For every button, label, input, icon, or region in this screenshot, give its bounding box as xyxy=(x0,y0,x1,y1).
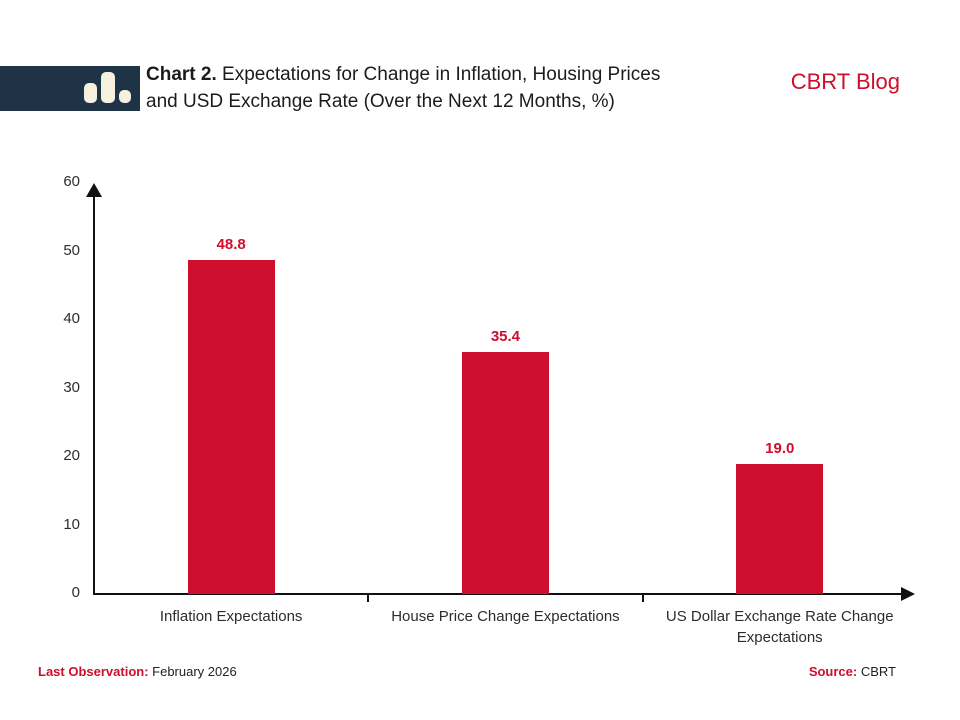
y-axis-tick-label: 50 xyxy=(63,241,80,259)
bar-chart-icon xyxy=(119,90,131,103)
brand-text: CBRT Blog xyxy=(790,69,900,94)
y-axis-tick-label: 0 xyxy=(71,584,80,601)
y-axis-tick-label: 10 xyxy=(63,515,80,533)
y-axis-tick-label: 40 xyxy=(63,310,80,327)
bar-chart-icon xyxy=(84,83,97,103)
source-note: Source: CBRT xyxy=(809,664,896,679)
last-observation-value: February 2026 xyxy=(152,664,237,679)
bar xyxy=(736,463,824,594)
y-axis-arrow-icon xyxy=(86,183,102,197)
y-axis-line xyxy=(93,195,95,594)
category-label: House Price Change Expectations xyxy=(391,608,620,625)
source-value: CBRT xyxy=(860,664,896,679)
bar-value-label: 35.4 xyxy=(490,327,521,345)
bar-chart-icon xyxy=(101,72,115,103)
category-label: Inflation Expectations xyxy=(159,608,303,625)
bar xyxy=(461,351,549,594)
page-title-line2: and USD Exchange Rate (Over the Next 12 … xyxy=(146,91,615,112)
cbrt-logo xyxy=(0,66,140,111)
last-observation-label: Last Observation: xyxy=(38,664,149,679)
x-axis-tick xyxy=(367,594,370,602)
page-title-rest: Expectations for Change in Inflation, Ho… xyxy=(216,64,661,85)
x-axis-line xyxy=(93,593,903,595)
category-label: US Dollar Exchange Rate Change Expectati… xyxy=(665,608,894,646)
bar xyxy=(187,259,275,594)
x-axis-arrow-icon xyxy=(901,587,915,601)
bar-value-label: 19.0 xyxy=(765,439,795,457)
bar-value-label: 48.8 xyxy=(216,235,246,253)
y-axis-tick-label: 60 xyxy=(63,173,80,190)
page-title-line1: Chart 2. Expectations for Change in Infl… xyxy=(146,61,786,88)
y-axis-tick-label: 30 xyxy=(63,378,80,396)
page-title: Chart 2. Expectations for Change in Infl… xyxy=(146,61,786,115)
x-axis-tick xyxy=(641,594,644,602)
page-title-prefix: Chart 2. xyxy=(146,64,217,85)
source-label: Source: xyxy=(808,664,858,679)
y-axis-tick-label: 20 xyxy=(63,447,80,464)
last-observation-note: Last Observation: February 2026 xyxy=(38,664,237,679)
